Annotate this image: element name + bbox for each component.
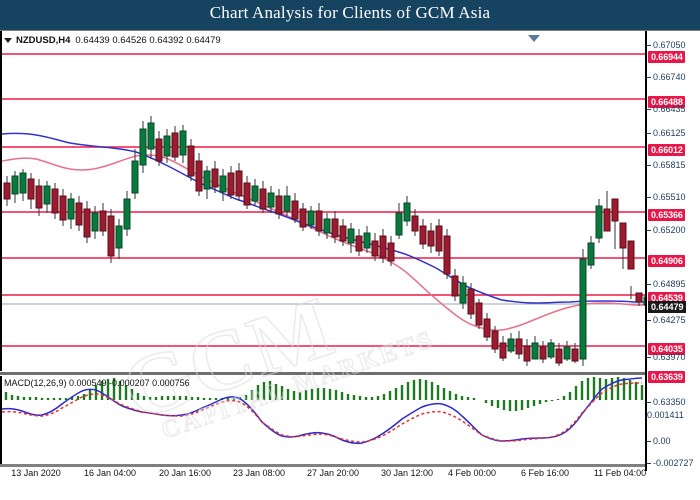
chevron-down-icon[interactable] — [4, 37, 12, 43]
symbol-info-bar[interactable]: NZDUSD,H4 0.64439 0.64526 0.64392 0.64479 — [4, 35, 221, 46]
level-tag: 0.66012 — [648, 144, 685, 156]
level-tag: 0.66944 — [648, 51, 685, 63]
ma-slow-line — [2, 154, 645, 331]
axis-tick-label: 0.66435 — [653, 104, 686, 114]
x-axis-line — [0, 464, 645, 467]
price-chart-svg — [2, 53, 645, 366]
symbol-ohlc: 0.64439 0.64526 0.64392 0.64479 — [75, 35, 221, 46]
time-axis-label: 11 Feb 04:00 — [593, 468, 647, 478]
macd-axis-tick: -0.002727 — [653, 458, 694, 468]
macd-axis-tick: 0.001411 — [647, 410, 684, 420]
axis-divider — [645, 31, 647, 471]
axis-tick-label: 0.63970 — [653, 352, 686, 362]
price-pane[interactable] — [0, 31, 645, 371]
time-axis-label: 30 Jan 12:00 — [380, 468, 434, 478]
macd-indicator-label: MACD(12,26,9) 0.000549 -0.000207 0.00075… — [4, 378, 190, 388]
time-axis-label: 13 Jan 2020 — [11, 468, 61, 478]
axis-tick-label: 0.64275 — [653, 315, 686, 325]
candlestick-series — [3, 116, 645, 366]
pane-divider — [0, 372, 645, 375]
page-title: Chart Analysis for Clients of GCM Asia — [209, 3, 491, 22]
axis-tick-label: 0.65510 — [653, 192, 686, 202]
axis-tick-label: 0.66125 — [653, 128, 686, 138]
macd-axis-tick: 0.00 — [653, 436, 671, 446]
chart-marker-icon — [528, 35, 540, 42]
time-axis-label: 16 Jan 04:00 — [83, 468, 137, 478]
time-axis-label: 4 Feb 00:00 — [447, 468, 497, 478]
time-axis[interactable]: 13 Jan 2020 16 Jan 04:00 20 Jan 16:00 23… — [0, 468, 647, 492]
symbol-name: NZDUSD,H4 — [16, 35, 71, 46]
time-axis-label: 6 Feb 16:00 — [520, 468, 570, 478]
macd-signal-line — [2, 382, 643, 443]
level-tag: 0.65366 — [648, 209, 685, 221]
time-axis-label: 27 Jan 20:00 — [306, 468, 360, 478]
axis-tick-label: 0.67050 — [653, 40, 686, 50]
macd-histogram — [4, 377, 644, 411]
axis-tick-label: 0.65200 — [653, 225, 686, 235]
bid-price-tag: 0.64479 — [648, 301, 686, 313]
axis-tick-label: 0.65815 — [653, 160, 686, 170]
title-bar: Chart Analysis for Clients of GCM Asia — [0, 0, 700, 30]
axis-tick-label: 0.63350 — [653, 397, 686, 407]
level-tag: 0.66488 — [648, 96, 685, 108]
level-tag: 0.64906 — [648, 255, 685, 267]
chart-frame: GCM CAPITAL MARKETS NZDUSD,H40.64439 0.6… — [0, 30, 700, 500]
macd-chart-svg — [2, 377, 644, 445]
level-tag: 0.64035 — [648, 343, 685, 355]
macd-pane[interactable] — [0, 376, 645, 464]
price-axis[interactable]: 0.67050 0.66944 0.66740 0.66488 0.66435 … — [647, 31, 700, 471]
level-tag: 0.63639 — [648, 371, 685, 383]
axis-tick-label: 0.64895 — [653, 279, 686, 289]
time-axis-label: 20 Jan 16:00 — [158, 468, 212, 478]
axis-tick-label: 0.66740 — [653, 72, 686, 82]
time-axis-label: 23 Jan 08:00 — [232, 468, 286, 478]
